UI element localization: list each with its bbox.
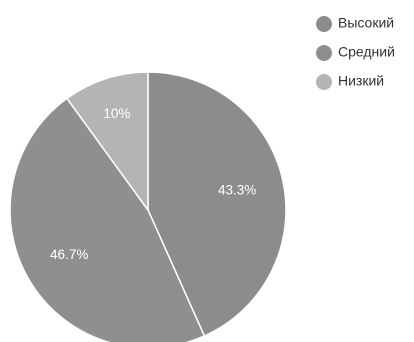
legend-swatch-3 (316, 74, 332, 90)
legend-swatch-1 (316, 16, 332, 32)
legend-label-2: Средний (338, 44, 395, 60)
pie-slice-labels: 43.3% 46.7% 10% (50, 106, 256, 262)
legend-label-1: Высокий (338, 15, 394, 31)
pie-slice-3 (65, 71, 149, 213)
slice-label-2: 46.7% (50, 247, 88, 262)
slice-label-1: 43.3% (218, 183, 256, 198)
pie-slices (9, 71, 287, 342)
slice-label-3: 10% (103, 106, 130, 121)
legend-swatch-2 (316, 45, 332, 61)
pie-slice-2 (9, 97, 206, 342)
legend: Высокий Средний Низкий (316, 15, 395, 90)
pie-slice-1 (147, 71, 287, 337)
legend-label-3: Низкий (338, 73, 384, 89)
